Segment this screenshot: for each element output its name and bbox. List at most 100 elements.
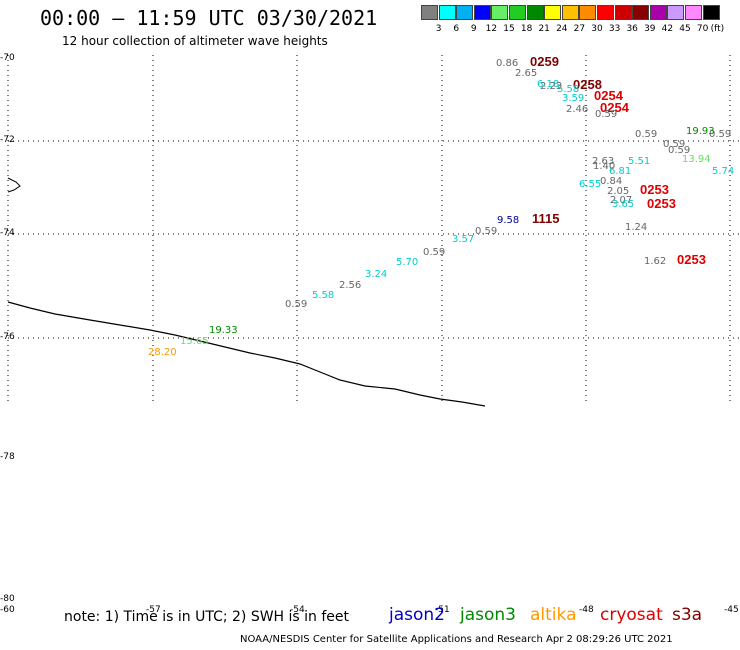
legend-swatch <box>456 5 474 20</box>
wave-height-label: 13.94 <box>682 154 711 165</box>
legend-label: 45 <box>679 24 691 34</box>
longitude-label: -48 <box>579 605 594 615</box>
legend-swatch <box>561 5 579 20</box>
legend-label: 39 <box>644 24 656 34</box>
wave-height-label: 6.81 <box>609 166 631 177</box>
wave-height-label: 0254 <box>594 88 624 103</box>
wave-height-label: 6.55 <box>579 179 601 190</box>
wave-height-label: 2.65 <box>515 68 537 79</box>
wave-height-label: 1.40 <box>593 161 615 172</box>
wave-height-label: 0.59 <box>423 247 445 258</box>
wave-height-label: 15.65 <box>180 336 209 347</box>
map-title: 00:00 – 11:59 UTC 03/30/2021 <box>40 6 378 30</box>
legend-label: 36 <box>626 24 638 34</box>
footnote: note: 1) Time is in UTC; 2) SWH is in fe… <box>64 609 350 625</box>
legend-swatch <box>579 5 597 20</box>
legend-label: 3 <box>435 24 442 34</box>
wave-height-label: 2.05 <box>607 186 629 197</box>
latitude-label: -78 <box>0 452 15 462</box>
wave-height-label: 0.59 <box>475 226 497 237</box>
coastline <box>7 301 486 407</box>
legend-swatch <box>649 5 667 20</box>
wave-height-label: 5.70 <box>396 257 418 268</box>
latitude-label: -72 <box>0 135 15 145</box>
legend-swatch <box>421 5 438 20</box>
wave-height-label: 0.86 <box>496 58 518 69</box>
legend-swatch <box>614 5 632 20</box>
graticule <box>7 55 740 405</box>
wave-height-label: 1115 <box>532 211 560 226</box>
wave-height-label: 2.63 <box>592 156 614 167</box>
wave-height-label: 6.18 <box>537 79 559 90</box>
wave-height-label: 0254 <box>600 100 630 115</box>
satellite-name: s3a <box>672 605 703 625</box>
legend-label: 42 <box>661 24 674 34</box>
legend-swatch <box>473 5 491 20</box>
legend-label: 30 <box>591 24 603 34</box>
wave-height-label: 3.59 <box>562 93 584 104</box>
wave-height-label: 1.62 <box>644 256 666 267</box>
wave-height-label: 0.59 <box>668 145 690 156</box>
legend-label: 15 <box>503 24 515 34</box>
wave-height-label: 0.59 <box>635 129 657 140</box>
legend-label: 12 <box>485 24 498 34</box>
wave-height-label: 3.57 <box>452 234 474 245</box>
legend-swatch <box>526 5 544 20</box>
satellite-name: cryosat <box>600 605 663 625</box>
legend-swatch <box>702 5 720 20</box>
legend-label: 9 <box>470 24 477 34</box>
legend-label: 21 <box>538 24 550 34</box>
legend-label: 6 <box>453 24 460 34</box>
latitude-label: -76 <box>0 332 15 342</box>
legend-swatch <box>544 5 562 20</box>
wave-height-label: 5.51 <box>628 156 650 167</box>
wave-height-label: 0.59 <box>285 299 307 310</box>
wave-height-label: 0253 <box>677 252 706 267</box>
wave-height-label: 3.24 <box>365 269 387 280</box>
coastline-fragment <box>7 177 21 193</box>
wave-height-label: 0.59 <box>709 129 731 140</box>
wave-height-label: 0.84 <box>600 176 622 187</box>
wave-height-label: 5.74 <box>712 166 734 177</box>
wave-height-label: 0.59 <box>663 139 685 150</box>
wave-height-label: 0.59 <box>595 109 617 120</box>
longitude-label: -60 <box>0 605 15 615</box>
legend-unit: (ft) <box>710 24 725 34</box>
longitude-label: -57 <box>146 605 161 615</box>
legend-swatch <box>597 5 614 20</box>
legend-label: 18 <box>520 24 533 34</box>
wave-height-label: 0253 <box>647 196 676 211</box>
wave-height-label: 5.58 <box>312 290 334 301</box>
wave-height-label: 3.65 <box>612 199 634 210</box>
longitude-label: -51 <box>435 605 450 615</box>
wave-height-label: 5.58 <box>557 84 579 95</box>
wave-height-label: 2.56 <box>339 280 361 291</box>
wave-height-label: 28.20 <box>148 347 177 358</box>
longitude-label: -45 <box>724 605 739 615</box>
legend-label: 33 <box>608 24 621 34</box>
wave-height-label: 2.46 <box>566 104 588 115</box>
legend-label: 24 <box>556 24 568 34</box>
map-subtitle: 12 hour collection of altimeter wave hei… <box>62 34 328 48</box>
wave-height-label: 0258 <box>573 77 602 92</box>
longitude-label: -54 <box>290 605 305 615</box>
wave-height-label: 1.24 <box>625 222 647 233</box>
wave-height-label: 0259 <box>530 54 559 69</box>
latitude-label: -80 <box>0 594 15 604</box>
credit-line: NOAA/NESDIS Center for Satellite Applica… <box>240 634 673 645</box>
latitude-label: -70 <box>0 53 15 63</box>
wave-height-label: 0253 <box>640 182 669 197</box>
legend-label: 27 <box>573 24 586 34</box>
satellite-name: jason3 <box>460 605 516 625</box>
satellite-name: jason2 <box>389 605 445 625</box>
wave-height-label: 2.07 <box>610 195 632 206</box>
wave-height-label: 19.33 <box>209 325 238 336</box>
wave-height-label: 19.93 <box>686 126 715 137</box>
legend-swatch <box>438 5 456 20</box>
legend-swatch <box>509 5 526 20</box>
wave-height-label: 9.58 <box>497 215 519 226</box>
legend-swatch <box>685 5 702 20</box>
